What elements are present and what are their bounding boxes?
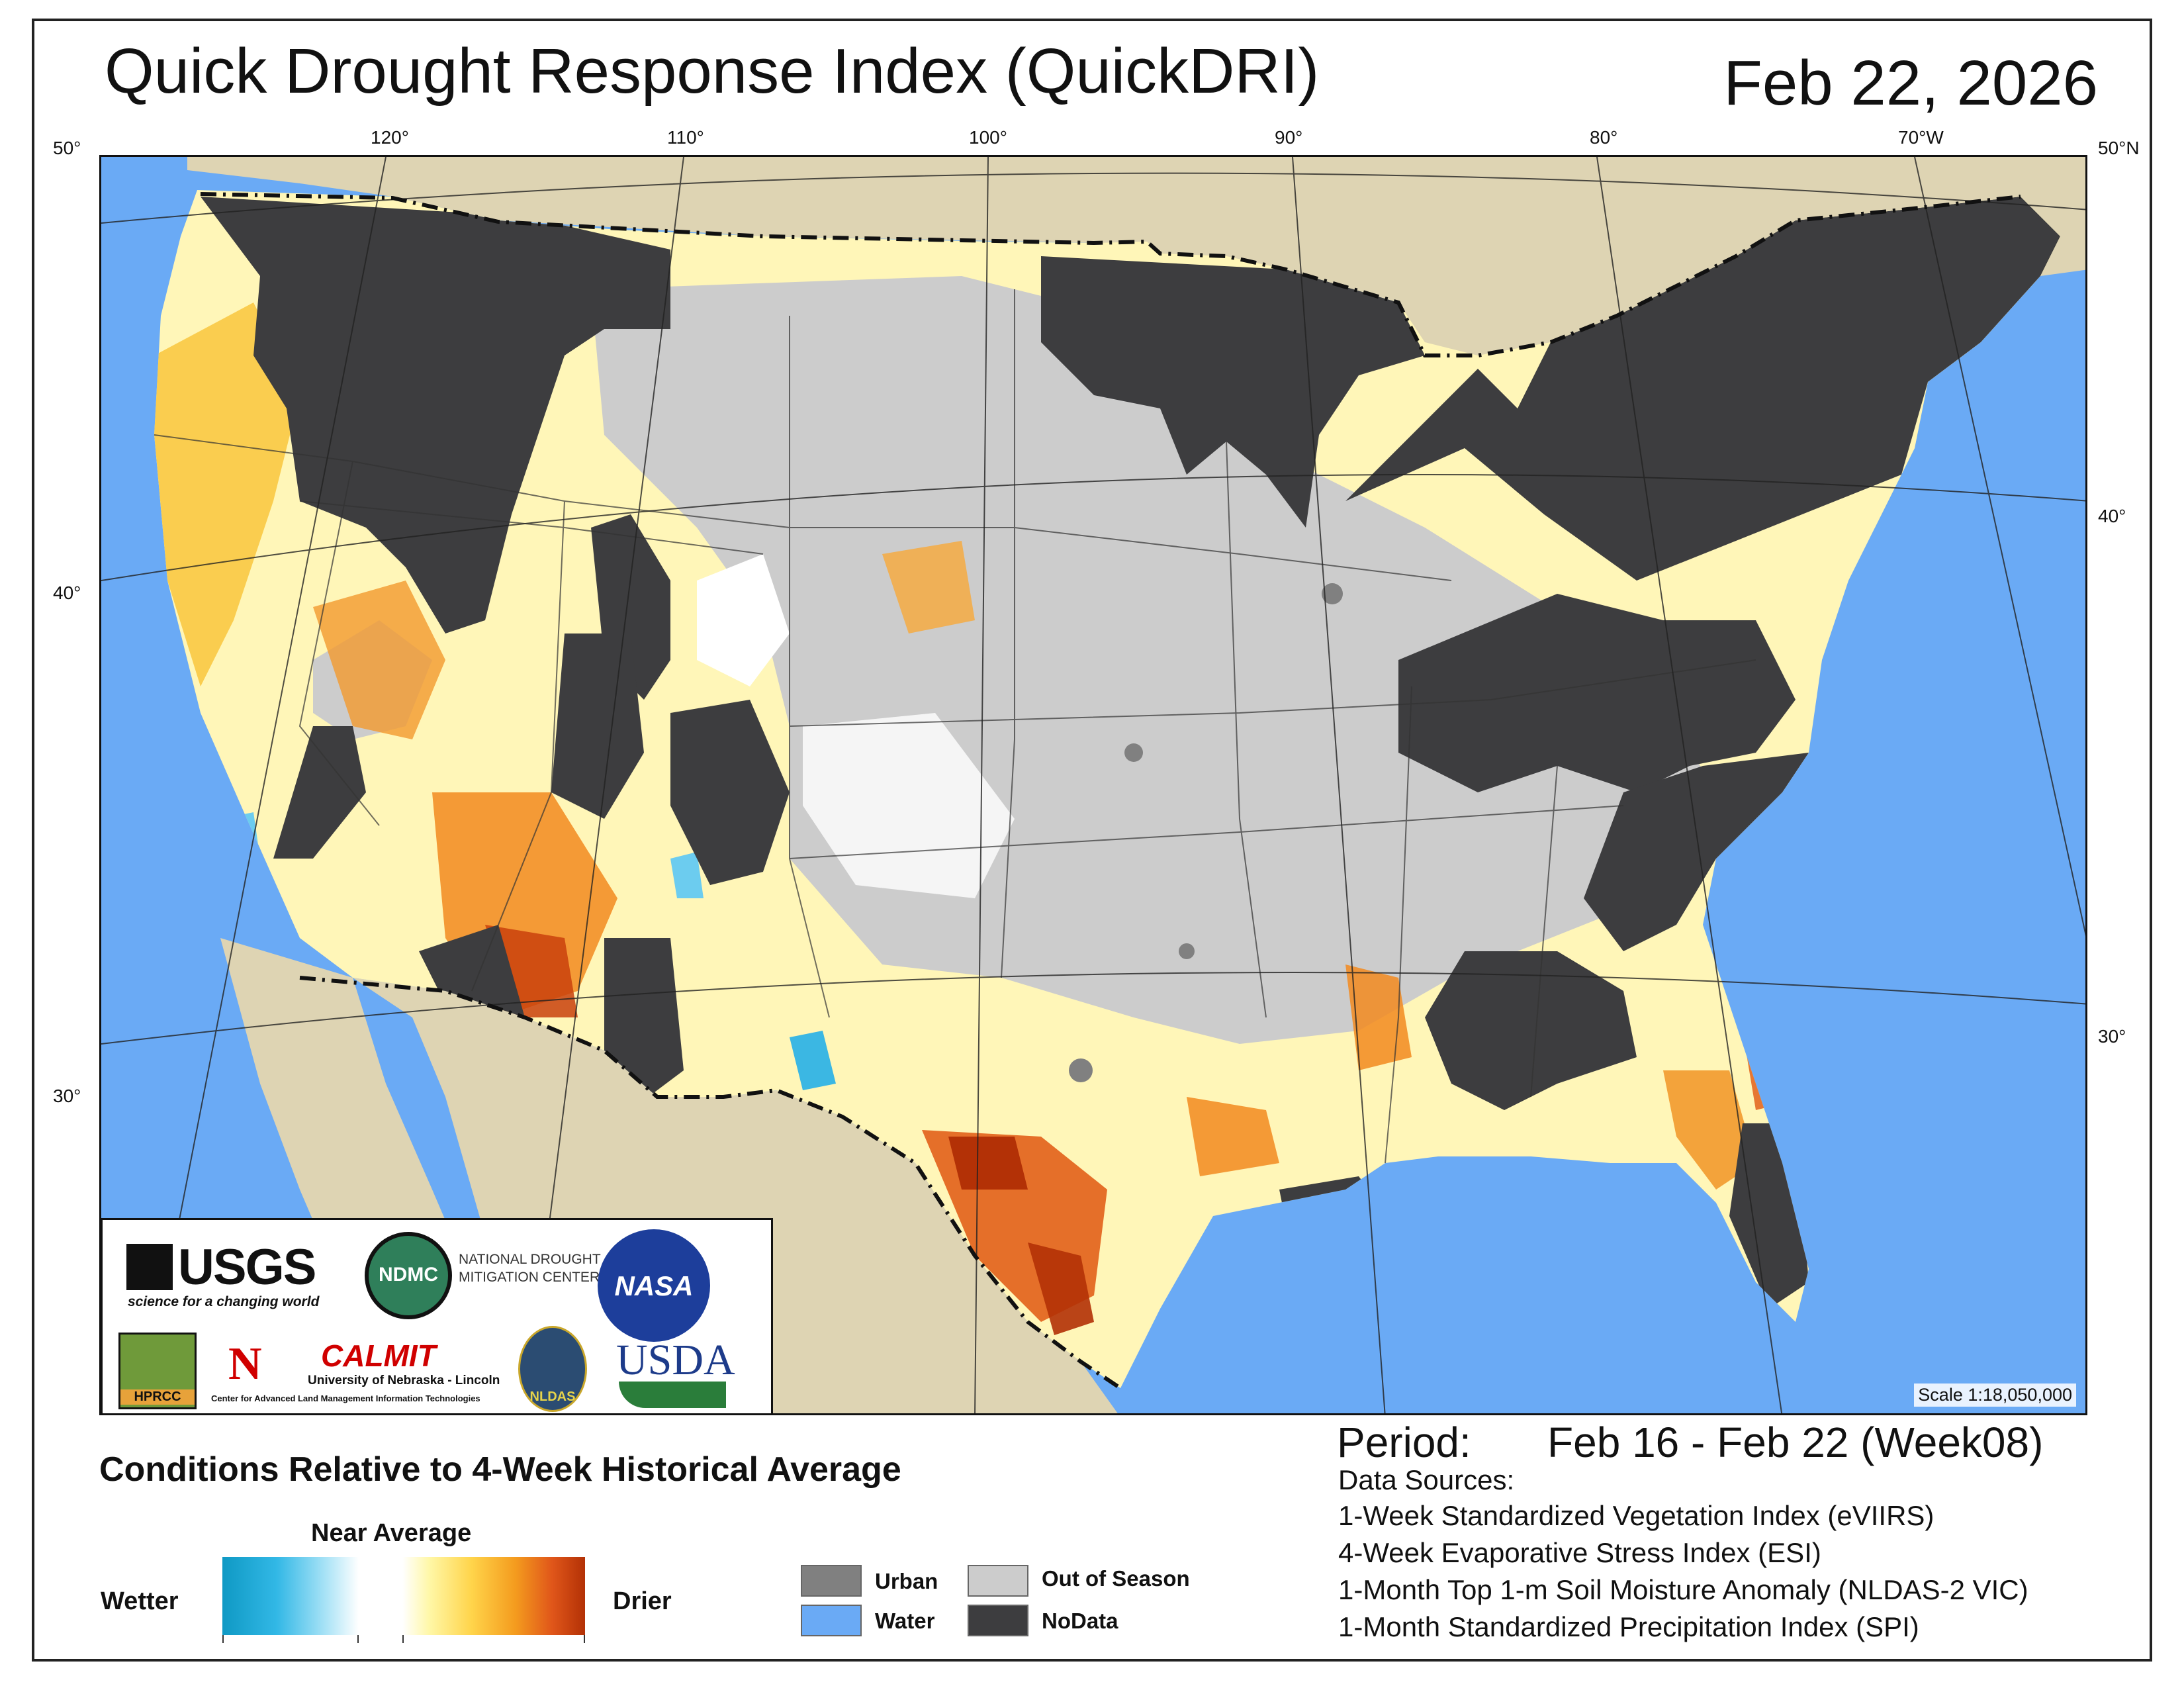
urban-area <box>1124 743 1143 762</box>
nodata-area <box>1584 753 1822 951</box>
extreme-dry-area <box>1028 1243 1094 1335</box>
hprcc-logo-text: HPRCC <box>120 1389 195 1405</box>
urban-area <box>1069 1058 1093 1082</box>
nldas-logo-text: NLDAS <box>529 1389 576 1404</box>
unl-logo: N <box>228 1338 262 1389</box>
near-average-area <box>803 713 1015 898</box>
latitude-label: 30° <box>53 1086 81 1106</box>
dry-area <box>1663 1070 1756 1190</box>
moderately-dry-area <box>154 303 300 686</box>
us-mexico-border <box>299 976 1122 1390</box>
legend-title: Conditions Relative to 4-Week Historical… <box>99 1450 901 1489</box>
longitude-label: 70°W <box>1898 127 1944 148</box>
ndmc-name: NATIONAL DROUGHT MITIGATION CENTER <box>459 1250 601 1287</box>
data-source-item: 4-Week Evaporative Stress Index (ESI) <box>1338 1537 1821 1568</box>
latitude-label: 40° <box>53 583 81 603</box>
dry-area <box>1187 1097 1279 1176</box>
nodata-area <box>1345 197 2060 581</box>
map-scale: Scale 1:18,050,000 <box>1914 1383 2076 1407</box>
calmit-university: University of Nebraska - Lincoln <box>308 1374 500 1387</box>
nodata-area <box>551 633 644 819</box>
urban-area <box>1179 943 1195 959</box>
dry-area <box>882 541 975 633</box>
dry-area <box>1345 964 1412 1070</box>
partner-logos: USGS science for a changing world NDMC N… <box>101 1218 773 1415</box>
wetter-area <box>790 1031 836 1090</box>
legend-label-urban: Urban <box>875 1569 938 1593</box>
nodata-area <box>1398 594 1796 792</box>
legend-label-out-of-season: Out of Season <box>1042 1566 1190 1591</box>
longitude-label: 120° <box>371 127 409 148</box>
usgs-logo: USGS <box>178 1239 316 1295</box>
map-canvas <box>101 157 2085 1413</box>
legend-swatch-water <box>801 1605 862 1636</box>
legend-label-water: Water <box>875 1609 935 1633</box>
hprcc-logo: HPRCC <box>118 1333 197 1409</box>
data-sources-title: Data Sources: <box>1338 1464 1515 1495</box>
nodata-area <box>670 700 790 885</box>
us-canada-border <box>200 192 2021 357</box>
legend-wetter-label: Wetter <box>101 1587 179 1615</box>
legend-ramp-ticks <box>222 1635 585 1643</box>
legend-wet-ramp <box>222 1557 359 1635</box>
nodata-area <box>201 197 670 633</box>
period-label: Period: <box>1337 1419 1471 1466</box>
longitude-label: 80° <box>1590 127 1618 148</box>
latitude-label: 30° <box>2098 1026 2126 1047</box>
legend-dry-ramp <box>402 1557 585 1635</box>
legend-label-nodata: NoData <box>1042 1609 1118 1633</box>
drought-map: Scale 1:18,050,000 <box>99 155 2087 1415</box>
longitude-label: 90° <box>1275 127 1303 148</box>
data-source-item: 1-Week Standardized Vegetation Index (eV… <box>1338 1500 1934 1531</box>
calmit-center: Center for Advanced Land Management Info… <box>211 1393 480 1403</box>
ndmc-logo-text: NDMC <box>379 1264 438 1286</box>
page-frame <box>32 19 2152 1662</box>
gulf-of-california <box>353 978 498 1282</box>
period-value: Feb 16 - Feb 22 (Week08) <box>1547 1419 2044 1466</box>
latitude-label: 50°N <box>2098 138 2140 158</box>
legend-swatch-urban <box>801 1565 862 1597</box>
latitude-label: 50° <box>53 138 81 158</box>
nodata-area <box>1425 951 1637 1110</box>
longitude-label: 110° <box>667 127 704 148</box>
nodata-area <box>1041 256 1425 528</box>
nasa-logo-text: NASA <box>614 1270 694 1301</box>
nldas-logo: NLDAS <box>518 1326 587 1412</box>
legend-near-average-label: Near Average <box>311 1519 472 1547</box>
ndmc-name-line: MITIGATION CENTER <box>459 1270 600 1286</box>
latitude-label: 40° <box>2098 506 2126 526</box>
urban-area <box>1322 583 1343 604</box>
nodata-area <box>273 726 366 859</box>
usgs-tagline: science for a changing world <box>128 1294 320 1309</box>
graticule-lines <box>101 157 2085 1413</box>
longitude-label: 100° <box>969 127 1007 148</box>
ndmc-name-line: NATIONAL DROUGHT <box>459 1252 601 1267</box>
usgs-logo-mark <box>126 1244 173 1290</box>
nasa-logo: NASA <box>598 1229 710 1342</box>
near-average-area <box>697 554 790 686</box>
data-source-item: 1-Month Standardized Precipitation Index… <box>1338 1611 1919 1642</box>
dry-area <box>313 581 445 739</box>
data-source-item: 1-Month Top 1-m Soil Moisture Anomaly (N… <box>1338 1574 2028 1605</box>
state-boundaries <box>154 289 1756 1164</box>
map-title: Quick Drought Response Index (QuickDRI) <box>105 36 1320 107</box>
usda-logo-text: USDA <box>616 1336 735 1384</box>
legend-swatch-out-of-season <box>968 1565 1028 1597</box>
calmit-logo: CALMIT <box>321 1338 436 1373</box>
extreme-dry-area <box>948 1137 1028 1190</box>
legend-drier-label: Drier <box>613 1587 672 1615</box>
map-date: Feb 22, 2026 <box>1723 48 2098 118</box>
legend-swatch-nodata <box>968 1605 1028 1636</box>
wetter-area <box>670 852 704 898</box>
usda-logo: USDA <box>616 1335 735 1411</box>
ndmc-logo: NDMC <box>365 1232 452 1319</box>
usda-logo-swoosh <box>619 1382 726 1408</box>
